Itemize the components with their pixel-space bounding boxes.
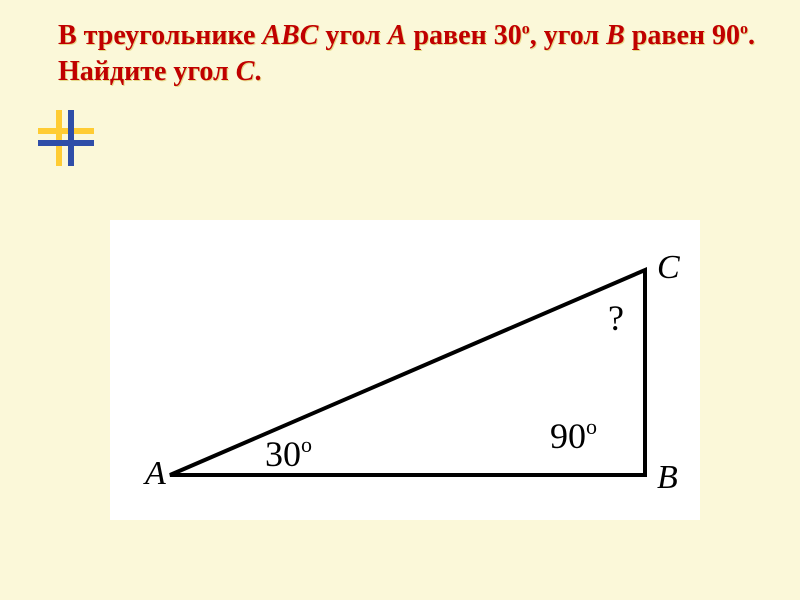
- triangle-svg: A B C 30о 90о ?: [110, 220, 700, 520]
- angle-b-deg: о: [586, 414, 597, 439]
- title-text-2: угол: [318, 20, 387, 51]
- title-a: A: [388, 20, 407, 51]
- slide: В треугольнике ABC угол A равен 30о, уго…: [0, 0, 800, 600]
- title-text-3: равен 30: [406, 20, 521, 51]
- angle-a-value: 30: [265, 434, 301, 474]
- title-text-7: .: [254, 56, 261, 87]
- angle-c: ?: [608, 298, 624, 338]
- vertex-label-b: B: [657, 459, 678, 496]
- vertex-label-c: C: [657, 249, 680, 286]
- title-c: C: [236, 56, 255, 87]
- title-text-1: В треугольнике: [58, 20, 262, 51]
- vertex-label-a: A: [143, 455, 166, 492]
- problem-title: В треугольнике ABC угол A равен 30о, уго…: [58, 18, 760, 91]
- bullet-icon: [38, 110, 94, 166]
- title-deg-2: о: [740, 21, 748, 38]
- angle-b: 90о: [550, 414, 597, 456]
- angle-a: 30о: [265, 432, 312, 474]
- angle-b-value: 90: [550, 416, 586, 456]
- angle-a-deg: о: [301, 432, 312, 457]
- title-text-5: равен 90: [625, 20, 740, 51]
- title-b: B: [606, 20, 625, 51]
- title-abc: ABC: [262, 20, 318, 51]
- title-text-4: , угол: [530, 20, 606, 51]
- title-deg-1: о: [522, 21, 530, 38]
- triangle-figure: A B C 30о 90о ?: [110, 220, 700, 520]
